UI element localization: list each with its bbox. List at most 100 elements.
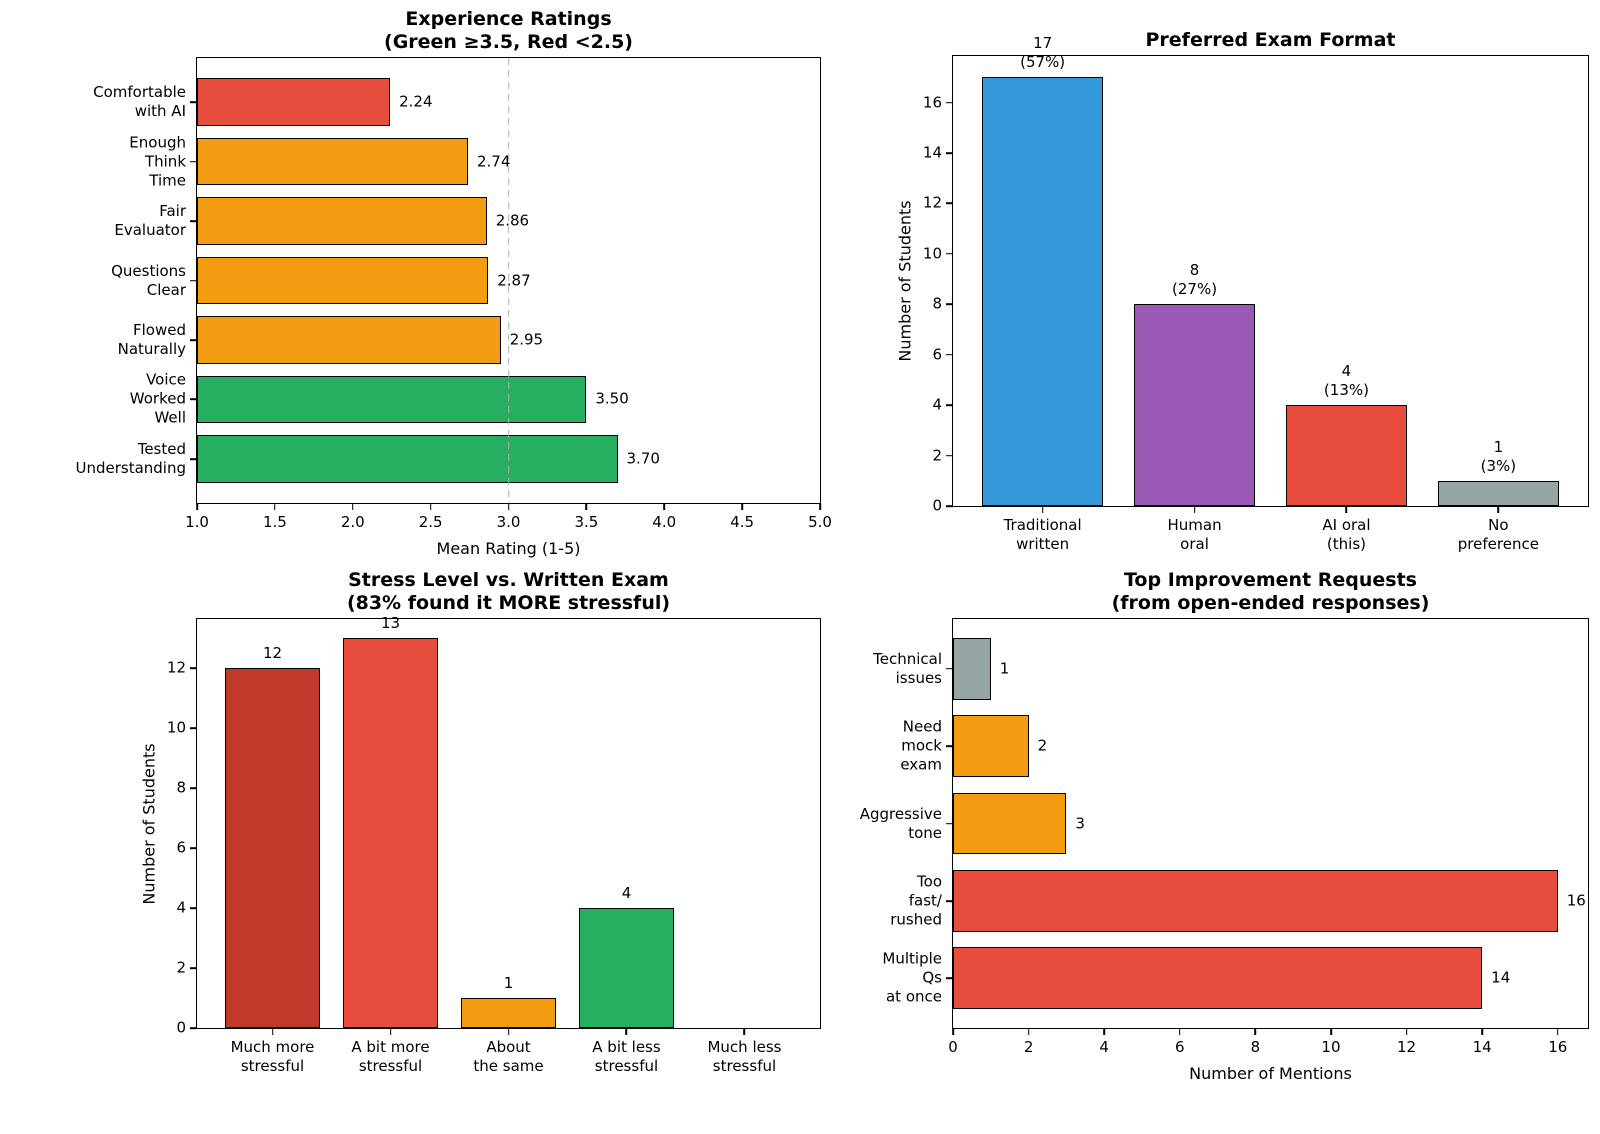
x-axis-tick-label: 2 [1023,1038,1034,1056]
chart-title: Preferred Exam Format [1145,29,1396,51]
bar-tested-understanding [197,435,618,483]
chart-experience-ratings: Experience Ratings (Green ≥3.5, Red <2.5… [75,8,831,558]
y-axis-tick [946,152,953,154]
x-category-label: Human oral [1167,516,1222,553]
chart-preferred-exam-format: Preferred Exam Format 0 2 4 6 8 10 12 14 16 Number… [896,29,1589,553]
bar-value-label: 3.70 [626,449,660,468]
y-axis-tick [946,253,953,255]
x-axis-tick-label: 4.5 [730,513,755,531]
x-axis-tick-label: 6 [1175,1038,1185,1056]
y-category-label: Fair Evaluator [114,202,186,239]
bar-comfortable-with-ai [197,78,391,126]
y-category-label: Need mock exam [900,717,942,774]
bar-much-more [225,668,320,1028]
bar-value-label: 14 [1491,968,1511,987]
bar-value-label: 1 [999,659,1010,678]
x-axis-tick [663,503,666,510]
y-category-tick [190,101,197,103]
bar-value-label: 12 [262,644,283,663]
y-category-label: Comfortable with AI [93,83,186,121]
y-category-tick [190,458,197,460]
y-axis-tick [190,1027,197,1029]
y-category-tick [946,667,953,670]
bar-a-bit-less [579,908,674,1028]
y-category-label: Enough Think Time [129,133,186,190]
y-axis-label: Number of Students [139,742,159,905]
x-axis-tick [1027,1028,1030,1035]
x-category-tick [389,1028,392,1035]
x-axis-tick [274,503,276,510]
x-axis-tick-label: 3.0 [496,513,521,531]
x-axis-tick [1330,1028,1332,1035]
x-axis-label: Number of Mentions [1189,1064,1352,1083]
y-axis-tick [946,454,953,457]
y-axis-tick-label: 14 [922,143,942,162]
y-category-label: Flowed Naturally [117,320,186,358]
x-axis-tick-label: 14 [1472,1038,1492,1056]
y-category-tick [946,977,953,980]
x-category-label: A bit less stressful [592,1038,661,1075]
y-axis-tick-label: 0 [932,496,942,515]
bar-value-label: 2.86 [495,211,530,230]
y-category-tick [190,339,197,341]
x-axis-tick [585,503,588,510]
chart-title: Top Improvement Requests (from open-ende… [1111,569,1430,614]
bar-need-mock [953,715,1029,778]
bar-value-label: 3.50 [595,389,629,408]
bar-value-label: 17 (57%) [1020,34,1066,72]
x-axis-tick-label: 1.5 [262,513,287,531]
chart-title: Stress Level vs. Written Exam (83% found… [346,569,671,614]
x-axis-tick-label: 2.5 [418,513,443,531]
bar-aggressive [953,792,1067,855]
reference-line [507,58,510,503]
y-category-tick [190,220,197,222]
y-category-label: Questions Clear [111,261,186,299]
bar-no [1437,480,1560,506]
bar-human [1133,304,1256,506]
bar-value-label: 8 (27%) [1172,261,1218,299]
y-category-label: Too fast/ rushed [890,872,942,929]
y-axis-tick [946,202,953,205]
y-category-tick [946,900,953,902]
x-axis-tick [1254,1028,1257,1035]
y-axis-tick [946,404,953,406]
x-category-tick [1193,506,1196,513]
x-axis-tick [351,503,354,510]
y-axis-tick-label: 8 [176,778,186,797]
chart-stress-level: Stress Level vs. Written Exam (83% found… [140,569,821,1075]
bar-value-label: 2.87 [497,271,531,289]
x-axis-tick-label: 1.0 [185,513,209,531]
bar-value-label: 1 (3%) [1480,437,1517,475]
x-category-label: About the same [473,1038,544,1075]
x-axis-tick [1405,1028,1408,1035]
x-category-tick [743,1028,746,1035]
x-axis-tick-label: 5.0 [808,513,832,531]
x-category-tick [1041,506,1044,513]
y-category-label: Voice Worked Well [129,370,186,427]
y-axis-tick [190,787,197,790]
x-axis-tick-label: 10 [1321,1038,1341,1056]
x-axis-tick [1178,1028,1181,1035]
y-axis-tick-label: 10 [922,244,942,263]
bar-value-label: 3 [1075,814,1085,832]
x-category-label: A bit more stressful [351,1038,430,1075]
y-axis-tick-label: 4 [932,395,942,414]
x-axis-tick [196,503,198,510]
x-category-label: AI oral (this) [1322,516,1371,553]
y-axis-tick-label: 16 [922,93,942,112]
y-axis-tick [190,667,197,670]
x-axis-tick-label: 2.0 [340,513,365,531]
x-category-tick [271,1028,274,1035]
x-category-tick [507,1028,510,1035]
bar-traditional [981,77,1104,506]
bar-multiple-qs [953,947,1483,1010]
x-axis-tick [741,503,743,510]
bar-value-label: 1 [503,974,514,993]
x-axis-tick [1481,1028,1483,1035]
bar-voice-worked-well [197,375,587,424]
y-axis-tick-label: 2 [932,446,942,465]
chart-title: Experience Ratings (Green ≥3.5, Red <2.5… [384,8,633,53]
y-axis-tick [190,907,197,909]
bar-value-label: 2.74 [477,152,511,171]
